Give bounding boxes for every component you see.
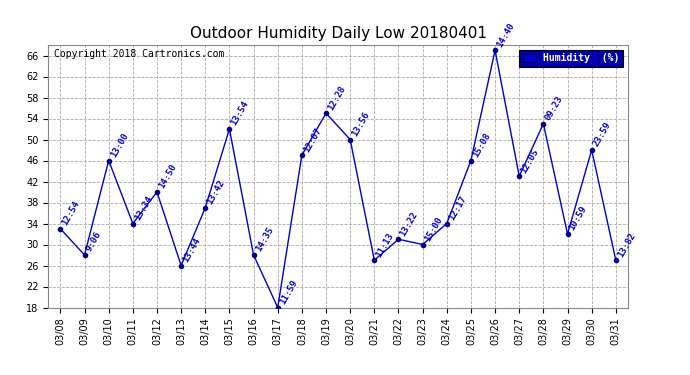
Text: 13:34: 13:34 [133, 194, 154, 222]
Text: 12:28: 12:28 [326, 84, 347, 112]
Text: 09:23: 09:23 [544, 94, 564, 122]
Text: 15:08: 15:08 [471, 131, 492, 159]
Text: 14:40: 14:40 [495, 21, 516, 49]
Title: Outdoor Humidity Daily Low 20180401: Outdoor Humidity Daily Low 20180401 [190, 26, 486, 41]
Text: 9:06: 9:06 [85, 230, 103, 254]
Text: 13:56: 13:56 [351, 110, 371, 138]
Text: 15:00: 15:00 [423, 215, 444, 243]
Legend: Humidity  (%): Humidity (%) [519, 50, 623, 67]
Text: 13:00: 13:00 [109, 131, 130, 159]
Text: 14:35: 14:35 [254, 226, 275, 254]
Text: 12:17: 12:17 [447, 194, 468, 222]
Text: 23:59: 23:59 [592, 121, 613, 148]
Text: 13:54: 13:54 [230, 100, 250, 128]
Text: 10:59: 10:59 [568, 205, 589, 232]
Text: 13:42: 13:42 [206, 178, 226, 206]
Text: Copyright 2018 Cartronics.com: Copyright 2018 Cartronics.com [54, 49, 224, 59]
Text: 13:44: 13:44 [181, 236, 202, 264]
Text: 14:50: 14:50 [157, 163, 178, 190]
Text: 12:05: 12:05 [520, 147, 540, 175]
Text: 13:22: 13:22 [399, 210, 420, 238]
Text: 13:82: 13:82 [616, 231, 637, 259]
Text: 11:59: 11:59 [278, 278, 299, 306]
Text: 11:13: 11:13 [375, 231, 395, 259]
Text: 12:07: 12:07 [302, 126, 323, 154]
Text: 12:54: 12:54 [61, 200, 81, 227]
